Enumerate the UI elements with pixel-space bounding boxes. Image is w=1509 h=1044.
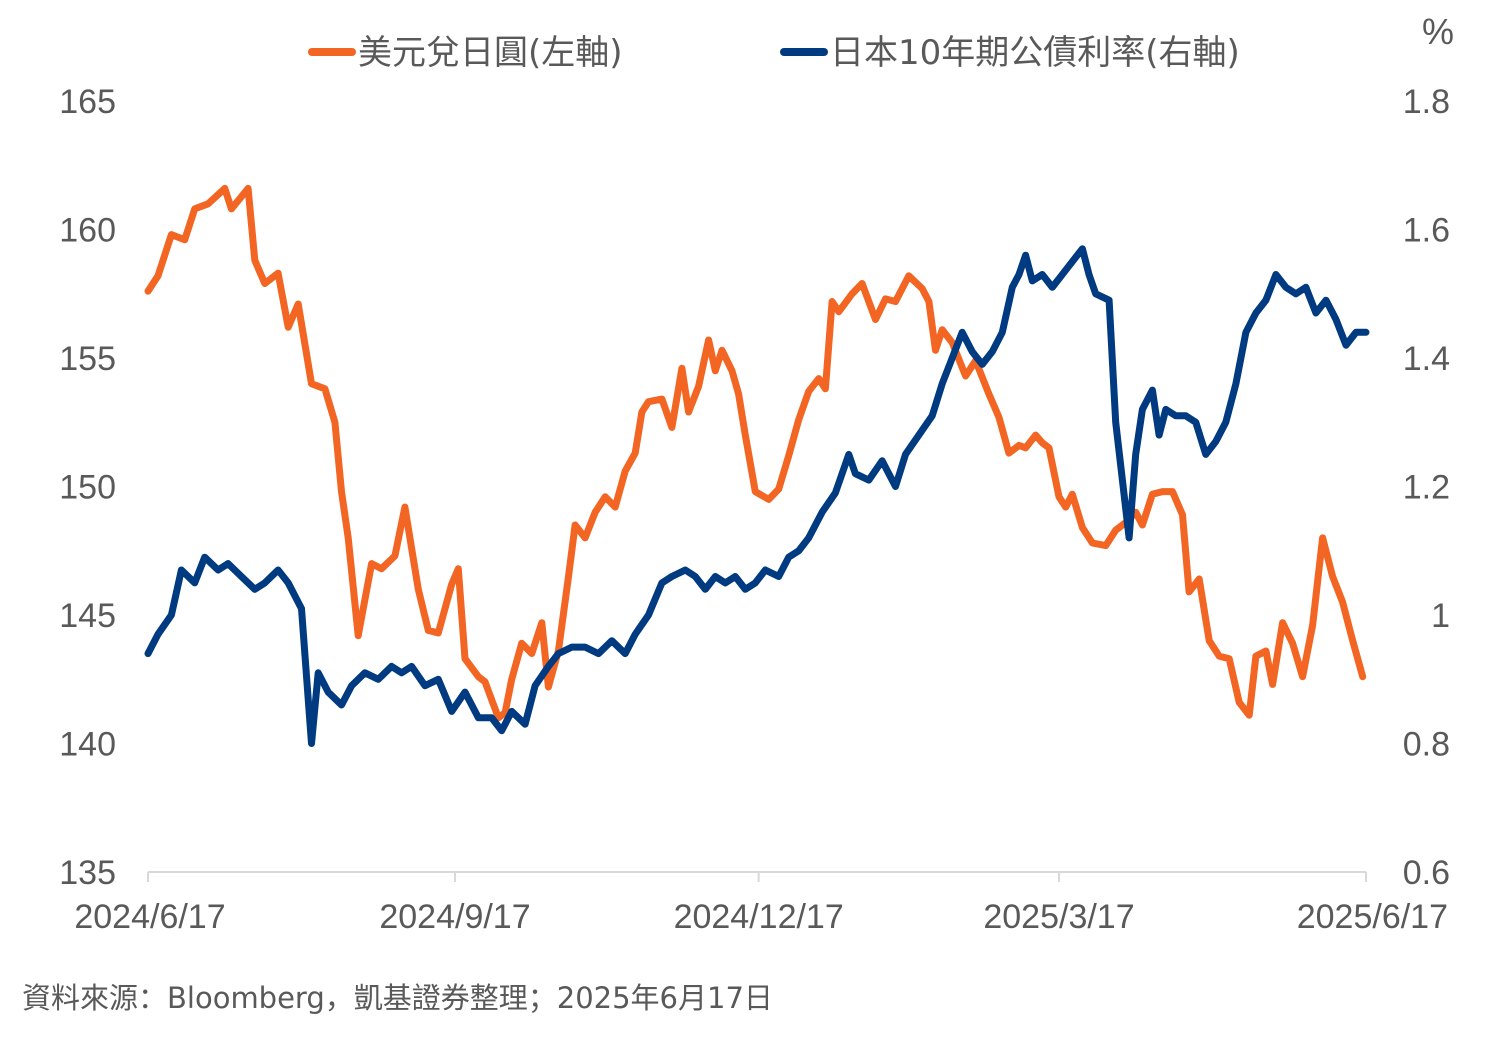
x-tick-label: 2025/6/17 [1297,898,1448,936]
x-tick-label: 2024/6/17 [74,898,225,936]
left-tick-label: 160 [59,212,116,250]
right-tick-label: 0.8 [1403,726,1450,764]
right-tick-label: 0.6 [1403,854,1450,892]
dual-axis-line-chart: 美元兌日圓(左軸) 日本10年期公債利率(右軸) % 1351401451501… [59,11,1454,936]
series-line-usdjpy [144,184,1367,722]
left-tick-label: 145 [59,597,116,635]
source-note: 資料來源：Bloomberg，凱基證券整理；2025年6月17日 [22,981,773,1015]
right-axis-unit: % [1422,11,1454,52]
legend-label-usdjpy: 美元兌日圓(左軸) [358,33,623,73]
right-tick-label: 1.8 [1403,83,1450,121]
x-axis-ticks: 2024/6/17 2024/9/17 2024/12/17 2025/3/17 202… [74,872,1448,936]
right-tick-label: 1.4 [1403,340,1450,378]
right-axis-ticks: 0.6 0.8 1 1.2 1.4 1.6 1.8 [1403,83,1450,892]
left-tick-label: 155 [59,340,116,378]
series-line-jgb10y [144,245,1370,747]
x-tick-label: 2024/12/17 [674,898,844,936]
series-lines [144,184,1370,747]
left-tick-label: 135 [59,854,116,892]
right-tick-label: 1.2 [1403,469,1450,507]
left-tick-label: 150 [59,469,116,507]
right-tick-label: 1 [1431,597,1450,635]
x-tick-label: 2025/3/17 [983,898,1134,936]
legend: 美元兌日圓(左軸) 日本10年期公債利率(右軸) [308,33,1240,73]
left-tick-label: 165 [59,83,116,121]
left-tick-label: 140 [59,726,116,764]
right-tick-label: 1.6 [1403,212,1450,250]
left-axis-ticks: 135 140 145 150 155 160 165 [59,83,116,892]
x-tick-label: 2024/9/17 [379,898,530,936]
legend-label-jgb10y: 日本10年期公債利率(右軸) [830,33,1240,73]
